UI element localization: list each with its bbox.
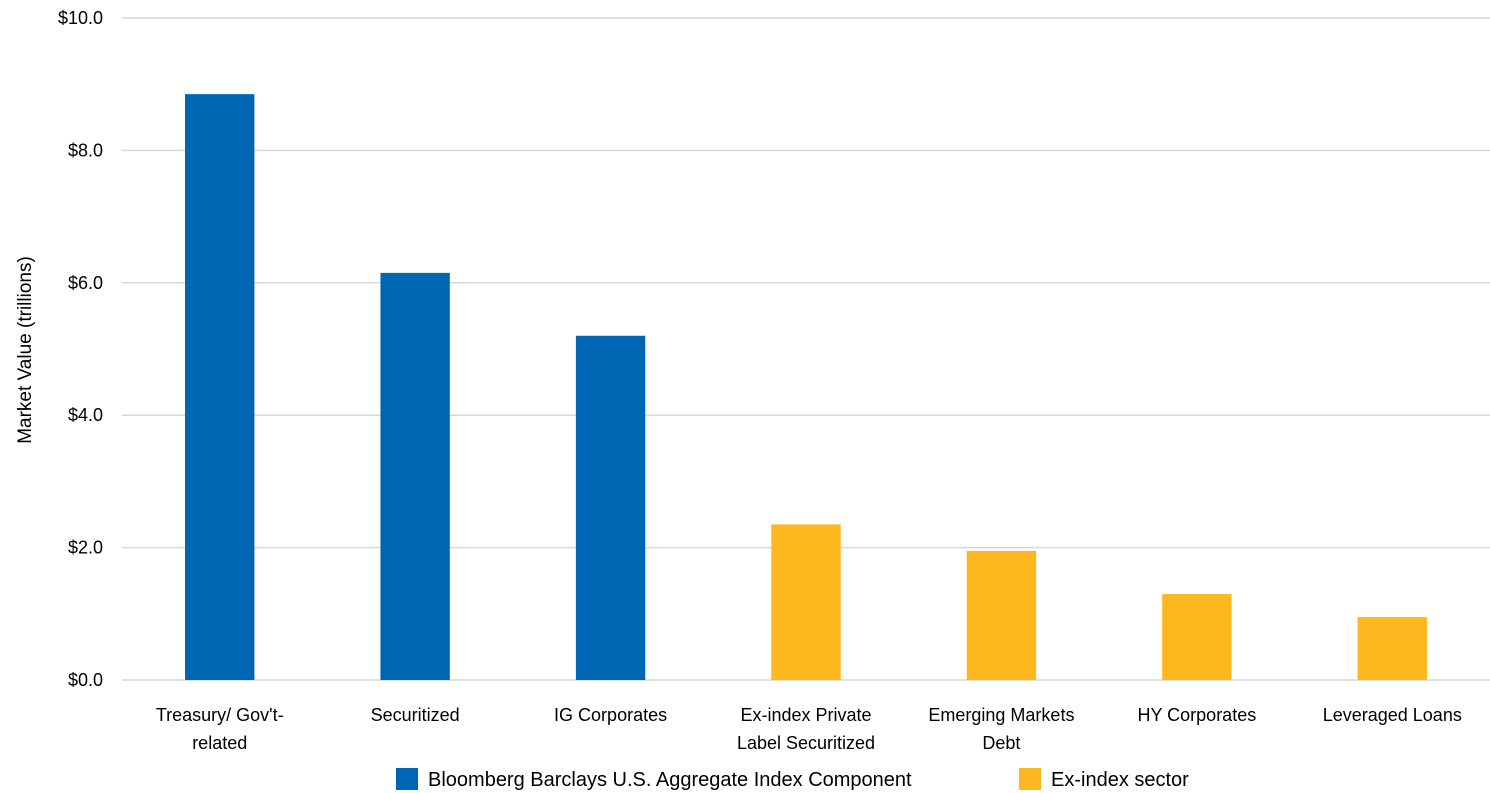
x-category-label: Emerging Markets Debt [928,705,1074,753]
legend-label: Bloomberg Barclays U.S. Aggregate Index … [428,769,912,791]
y-tick-label: $2.0 [68,538,103,558]
x-category-label: Treasury/ Gov't-related [156,705,284,753]
x-category-label: Ex-index Private Label Securitized [737,705,875,753]
bar [185,94,255,680]
bar [575,335,646,680]
gridlines [122,17,1490,681]
y-tick-label: $0.0 [68,670,103,690]
bar [1162,593,1232,680]
y-tick-label: $8.0 [68,140,103,160]
x-category-label: IG Corporates [554,705,667,725]
bar [966,550,1037,680]
bar [380,272,450,680]
y-tick-label: $6.0 [68,273,103,293]
x-category-label: Securitized [371,705,460,725]
bar [1357,617,1427,680]
bars [185,94,1427,680]
y-tick-label: $4.0 [68,405,103,425]
y-axis-ticks: $0.0 $2.0 $4.0 $6.0 $8.0 $10.0 [58,8,103,690]
legend: Bloomberg Barclays U.S. Aggregate Index … [396,768,1189,791]
legend-swatch [396,768,418,790]
y-tick-label: $10.0 [58,8,103,28]
x-category-label: Leveraged Loans [1323,705,1462,725]
bar [771,524,841,680]
y-axis-title: Market Value (trillions) [15,256,36,444]
x-category-label: HY Corporates [1137,705,1256,725]
legend-label: Ex-index sector [1051,769,1189,791]
x-axis-category-labels: Treasury/ Gov't-related Securitized IG Cor… [156,705,1462,753]
legend-swatch [1019,768,1041,790]
